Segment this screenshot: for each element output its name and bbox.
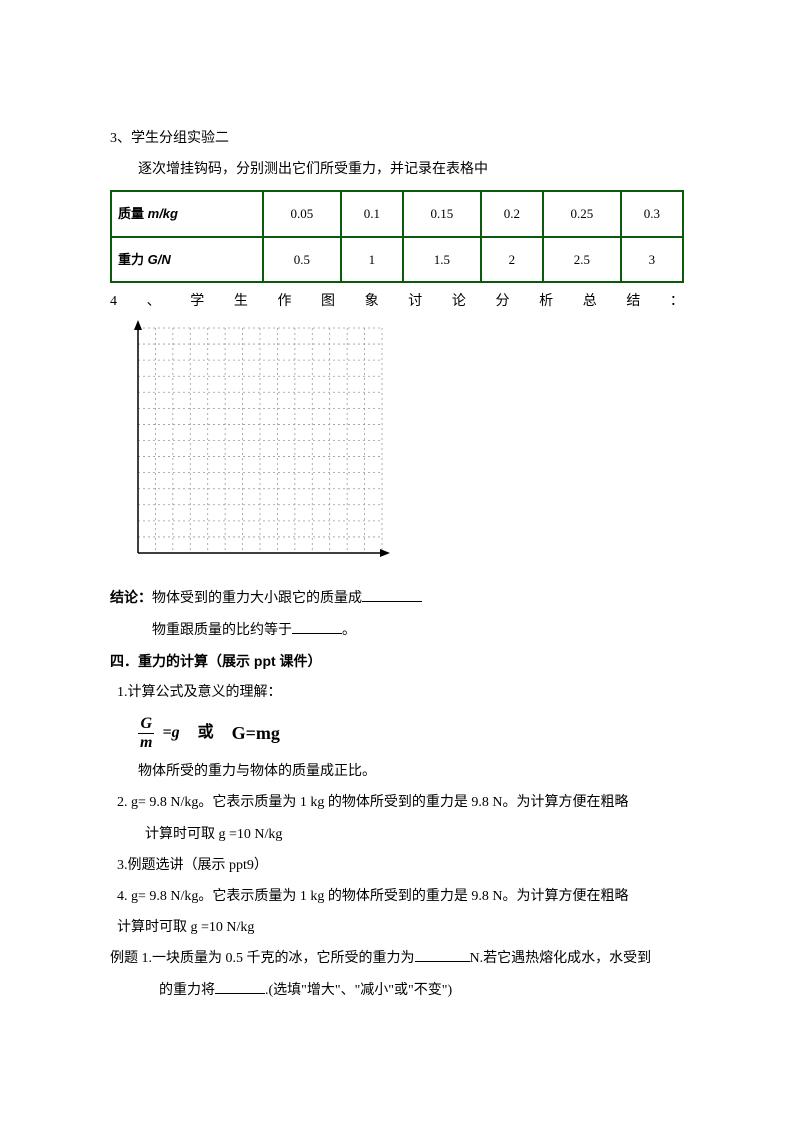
section-calc-heading: 四．重力的计算（展示 ppt 课件） (110, 649, 684, 674)
table-cell: 0.5 (263, 237, 341, 282)
fraction-g-over-m: G m (138, 715, 154, 751)
table-cell: 0.1 (341, 191, 403, 236)
mass-header: 质量 m/kg (111, 191, 263, 236)
calc-item2: 2. g= 9.8 N/kg。它表示质量为 1 kg 的物体所受到的重力是 9.… (110, 790, 684, 815)
weight-label: 重力 (118, 252, 144, 267)
fill-blank[interactable] (292, 619, 342, 634)
blank-grid-chart (110, 320, 390, 575)
table-cell: 2.5 (543, 237, 621, 282)
section4-heading: 4 、 学 生 作 图 象 讨 论 分 析 总 结 ： (110, 289, 684, 314)
conclusion-text2: 物重跟质量的比约等于 (152, 623, 292, 638)
equals-g: =g (162, 719, 179, 748)
table-row: 质量 m/kg 0.05 0.1 0.15 0.2 0.25 0.3 (111, 191, 683, 236)
mass-unit: m/kg (148, 206, 178, 221)
example1-prefix: 例题 1.一块质量为 0.5 千克的冰，它所受的重力为 (110, 951, 415, 966)
weight-unit: G/N (148, 252, 171, 267)
calc-item3: 3.例题选讲（展示 ppt9） (110, 853, 684, 878)
calc-item1-note: 物体所受的重力与物体的质量成正比。 (110, 759, 684, 784)
section3-title: 3、学生分组实验二 (110, 126, 684, 151)
table-cell: 0.2 (481, 191, 543, 236)
table-cell: 1 (341, 237, 403, 282)
formula-row: G m =g 或 G=mg (138, 715, 280, 751)
table-cell: 0.3 (621, 191, 683, 236)
table-cell: 0.25 (543, 191, 621, 236)
table-cell: 1.5 (403, 237, 481, 282)
conclusion-text1: 物体受到的重力大小跟它的质量成 (152, 591, 362, 606)
table-cell: 2 (481, 237, 543, 282)
calc-item1: 1.计算公式及意义的理解： (110, 680, 684, 705)
example1-mid: N.若它遇热熔化成水，水受到 (470, 951, 652, 966)
calc-item4: 4. g= 9.8 N/kg。它表示质量为 1 kg 的物体所受到的重力是 9.… (110, 884, 684, 909)
table-row: 重力 G/N 0.5 1 1.5 2 2.5 3 (111, 237, 683, 282)
mass-label: 质量 (118, 206, 144, 221)
fill-blank[interactable] (415, 947, 470, 962)
conclusion-label: 结论： (110, 589, 152, 605)
example1-line1: 例题 1.一块质量为 0.5 千克的冰，它所受的重力为 N.若它遇热熔化成水，水受… (110, 946, 684, 971)
fill-blank[interactable] (362, 587, 422, 602)
data-table: 质量 m/kg 0.05 0.1 0.15 0.2 0.25 0.3 重力 G/… (110, 190, 684, 283)
graph-grid (110, 320, 684, 575)
conclusion-line1: 结论：物体受到的重力大小跟它的质量成 (110, 585, 684, 611)
example1-line2: 的重力将 .(选填"增大"、"减小"或"不变") (110, 978, 684, 1003)
table-cell: 3 (621, 237, 683, 282)
fill-blank[interactable] (215, 979, 265, 994)
example1-l2b: .(选填"增大"、"减小"或"不变") (265, 983, 452, 998)
table-cell: 0.05 (263, 191, 341, 236)
formula-gmg: G=mg (232, 717, 280, 749)
example1-l2a: 的重力将 (159, 983, 215, 998)
table-cell: 0.15 (403, 191, 481, 236)
calc-item2b: 计算时可取 g =10 N/kg (110, 822, 684, 847)
calc-item4b: 计算时可取 g =10 N/kg (110, 915, 684, 940)
or-text: 或 (198, 719, 214, 748)
conclusion-line2: 物重跟质量的比约等于。 (110, 618, 684, 643)
section3-desc: 逐次增挂钩码，分别测出它们所受重力，并记录在表格中 (110, 157, 684, 182)
weight-header: 重力 G/N (111, 237, 263, 282)
